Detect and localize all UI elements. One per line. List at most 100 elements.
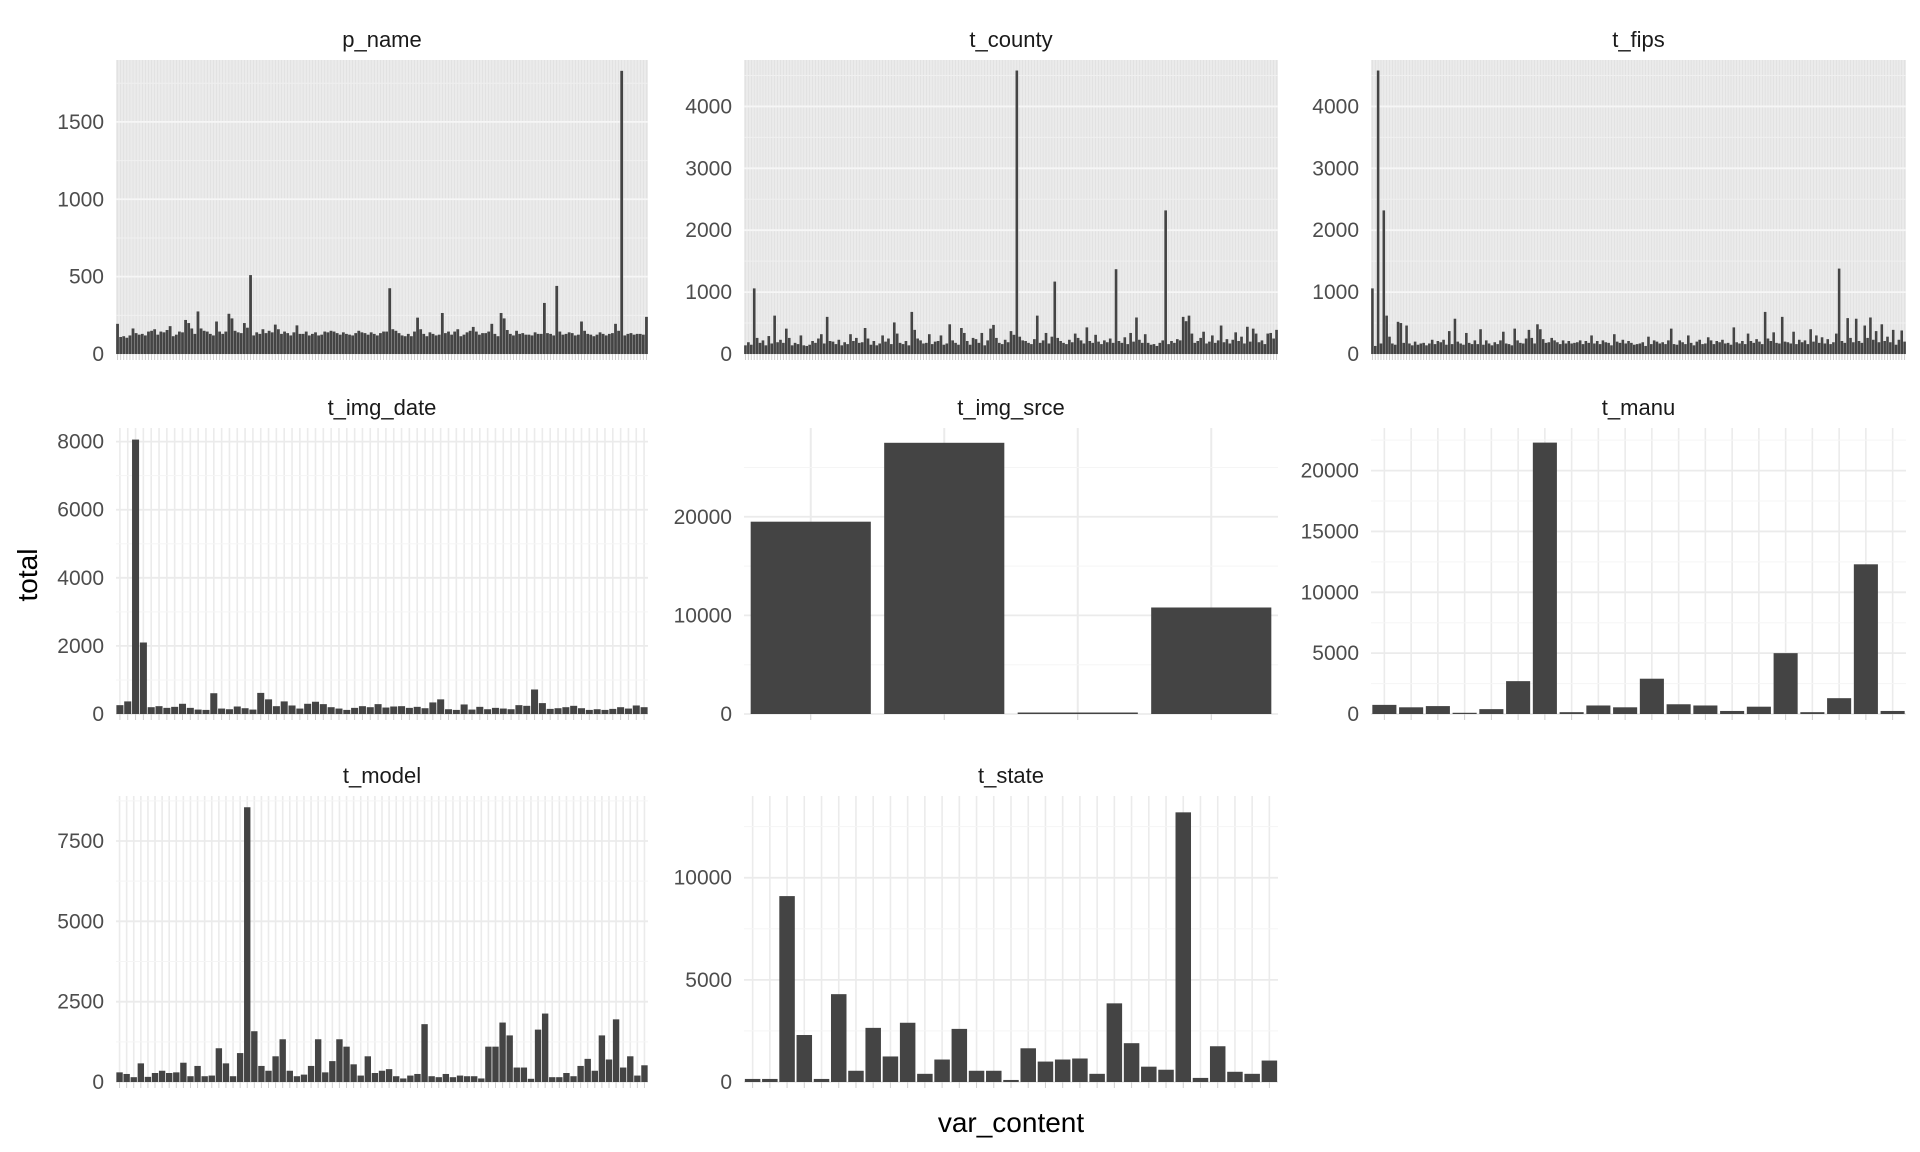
bar [585, 709, 593, 714]
bar [329, 1061, 336, 1082]
bar [1829, 344, 1832, 354]
bar [1062, 342, 1065, 354]
bar [468, 709, 476, 714]
bar [434, 335, 438, 354]
bar [634, 1075, 641, 1082]
bar [831, 341, 835, 354]
bar [1732, 327, 1736, 354]
bar [1047, 343, 1051, 354]
bar [374, 704, 382, 714]
bar [1024, 341, 1027, 354]
bar [425, 336, 429, 354]
bar [962, 332, 966, 354]
bar [130, 1077, 137, 1082]
bar [1479, 709, 1504, 714]
bar [1140, 342, 1144, 354]
bar [1516, 340, 1519, 354]
bar [1416, 344, 1420, 354]
bar [898, 342, 902, 354]
bar [1231, 339, 1235, 354]
bar [1129, 332, 1132, 354]
y-tick-label: 5000 [1312, 642, 1359, 665]
bar [369, 332, 373, 354]
y-tick-label: 20000 [674, 506, 732, 529]
bar [202, 709, 210, 714]
bar [1550, 337, 1553, 354]
bar [1521, 343, 1525, 354]
bar [485, 1046, 492, 1082]
bar [583, 330, 586, 354]
bar [1573, 342, 1576, 354]
bar [343, 1046, 350, 1082]
bar [124, 701, 132, 714]
bar [1635, 344, 1639, 354]
bar [586, 333, 590, 354]
bar [1752, 342, 1756, 354]
bar [601, 333, 605, 354]
bar [974, 339, 978, 354]
facet-t-fips: 0 1000 2000 3000 4000 t_fips [1312, 27, 1906, 366]
bar [1539, 329, 1542, 354]
bar [882, 1056, 899, 1082]
bar [611, 333, 614, 354]
bar [1161, 340, 1165, 354]
bar [1647, 336, 1650, 354]
bar [375, 335, 379, 354]
bar [364, 1056, 372, 1082]
bar [414, 1073, 421, 1082]
bar [1667, 340, 1670, 354]
bar [1530, 337, 1534, 354]
bar [849, 334, 852, 354]
bar [1410, 345, 1414, 354]
bar [1903, 341, 1906, 354]
facet-t-img-date: 0 2000 4000 6000 8000 t_img_date [57, 395, 648, 726]
bar [444, 333, 447, 354]
bar [1425, 706, 1450, 714]
bar [1652, 340, 1656, 354]
bar [1684, 344, 1687, 354]
bar [1556, 342, 1559, 354]
bar [1216, 340, 1220, 354]
bar [1840, 341, 1844, 354]
y-tick-label: 4000 [1312, 95, 1359, 118]
bar [1729, 344, 1733, 354]
bar [817, 338, 820, 354]
bar [317, 335, 320, 354]
bar [617, 707, 625, 714]
bar [178, 703, 187, 714]
bar [261, 329, 265, 354]
bar [1490, 345, 1494, 354]
bar [1806, 344, 1810, 354]
bar [1783, 341, 1787, 354]
bar [1499, 340, 1502, 354]
bar [770, 343, 774, 354]
bar [348, 334, 351, 354]
bar [814, 342, 817, 354]
bar [1655, 341, 1659, 354]
bar [456, 329, 460, 354]
x-axis-title: var_content [938, 1107, 1085, 1138]
bar [366, 707, 374, 714]
bar [332, 331, 336, 354]
bar [640, 707, 648, 714]
bar [1181, 316, 1185, 354]
bar [907, 345, 911, 354]
bar [388, 288, 392, 354]
bar [178, 331, 181, 354]
bar [358, 706, 366, 714]
bar [422, 333, 426, 354]
bar [311, 333, 314, 354]
bar [1263, 344, 1267, 354]
y-tick-label: 5000 [685, 969, 732, 992]
bar [904, 341, 908, 354]
y-tick-label: 10000 [1301, 581, 1359, 604]
bar [1889, 342, 1892, 354]
bar [1056, 337, 1060, 354]
bar [1467, 342, 1471, 354]
bar [1749, 341, 1753, 354]
bar [1196, 341, 1200, 354]
bar [641, 1065, 648, 1082]
bar [512, 335, 515, 354]
bar [137, 334, 141, 354]
